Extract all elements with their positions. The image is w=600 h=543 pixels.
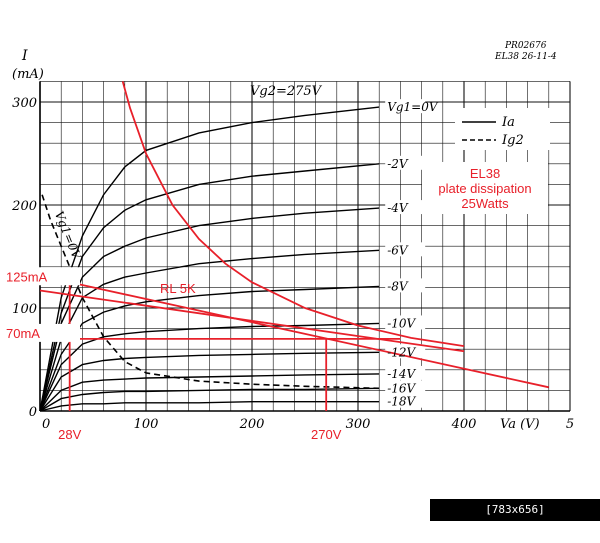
x-tick-label: 0	[42, 417, 50, 432]
current-label: 70mA	[6, 326, 40, 341]
curves	[39, 99, 550, 412]
dissipation-value: 25Watts	[461, 196, 509, 211]
y-tick-label: 300	[12, 96, 37, 111]
y-axis-label: I	[21, 48, 28, 64]
x-axis-label: Va (V)	[500, 417, 540, 432]
series-line	[39, 373, 380, 412]
series-label: -2V	[387, 157, 409, 171]
tube-label: EL38	[470, 166, 500, 181]
series-line	[39, 401, 380, 412]
series-line	[39, 207, 380, 412]
chart-frame: 0 100 200 300 400 5 0 100 200 300 I (mA) Va (V) PR026…	[4, 41, 574, 442]
series-label: -16V	[387, 381, 416, 395]
dissipation-curve	[121, 81, 465, 347]
series-label: -8V	[387, 279, 409, 293]
series-label-bg	[385, 344, 426, 359]
current-label-bg	[4, 267, 80, 286]
y-tick-label: 100	[12, 302, 37, 317]
series-label-bg	[385, 393, 426, 408]
y-axis-unit: (mA)	[12, 67, 44, 82]
series-label-bg	[385, 365, 426, 380]
voltage-label: 270V	[311, 427, 342, 442]
series-label-bg	[385, 200, 426, 215]
legend-label: Ig2	[501, 133, 524, 148]
series-label-bg	[385, 155, 426, 170]
load-line	[69, 281, 549, 389]
series-label-bg	[385, 278, 426, 293]
series-label: -14V	[387, 367, 416, 381]
doc-code: PR02676	[504, 41, 547, 51]
current-label-bg	[4, 323, 80, 342]
x-tick-label: 100	[134, 417, 159, 432]
series-label: Vg1=0V	[387, 100, 439, 114]
dissipation-box-bg	[422, 162, 548, 214]
current-label: 125mA	[6, 269, 48, 284]
series-label-bg	[385, 380, 426, 395]
series-label: -4V	[387, 201, 409, 215]
series-label-bg	[385, 99, 426, 114]
footer-watermark: [783x656] https://upic.me/	[430, 499, 600, 538]
series-label: -10V	[387, 316, 416, 330]
voltage-label: 28V	[58, 427, 81, 442]
series-label-bg	[385, 242, 426, 257]
annotations	[4, 81, 549, 411]
legend-bg	[455, 108, 550, 150]
legend-label: Ia	[501, 115, 515, 130]
ig2-curve	[41, 194, 380, 390]
chart: 0 100 200 300 400 5 0 100 200 300 I (mA) Va (V) PR026…	[4, 41, 574, 442]
y-tick-label: 200	[11, 199, 37, 214]
series-label: -18V	[387, 395, 416, 409]
dissipation-label: plate dissipation	[438, 181, 531, 196]
x-tick-label: 400	[451, 417, 477, 432]
x-tick-label: 5	[566, 417, 574, 432]
y-tick-label: 0	[29, 405, 37, 420]
series-line	[39, 322, 380, 412]
x-tick-label: 200	[239, 417, 265, 432]
load-line	[39, 289, 465, 353]
series-label: -6V	[387, 243, 409, 257]
series-line	[39, 387, 380, 412]
labels: 0 100 200 300 400 5 0 100 200 300 I (mA) Va (V) PR026…	[6, 41, 574, 442]
vg2-label: Vg2=275V	[250, 84, 323, 99]
series-label: -12V	[387, 345, 416, 359]
rl-label: RL 5K	[160, 281, 196, 296]
series-line	[39, 249, 380, 412]
series-line	[39, 106, 380, 412]
doc-ref: EL38 26-11-4	[494, 52, 557, 62]
series-label-bg	[385, 315, 426, 330]
x-tick-label: 300	[346, 417, 371, 432]
series-line	[39, 351, 380, 412]
axes	[39, 81, 570, 412]
